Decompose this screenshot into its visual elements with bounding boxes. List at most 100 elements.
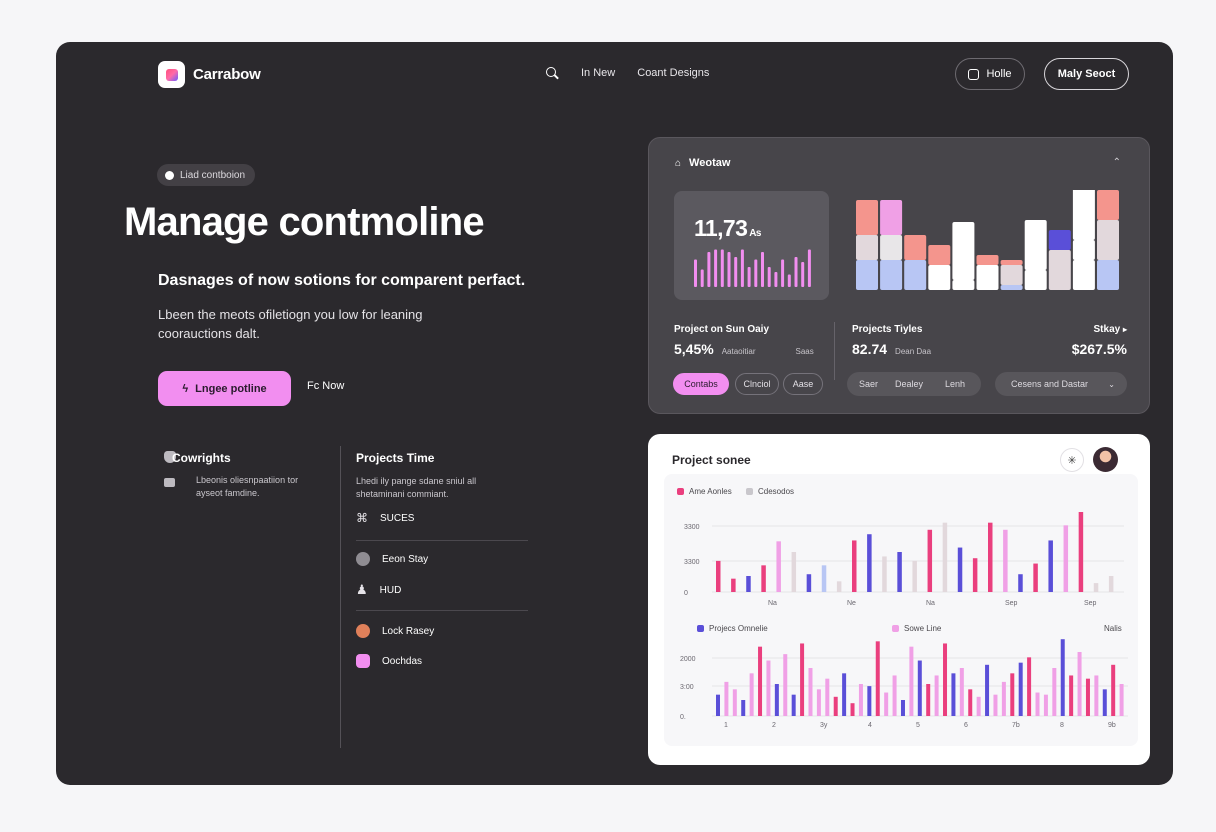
stacked-bar-segment: [952, 280, 975, 290]
primary-cta-label: Lngee potline: [195, 382, 267, 395]
stacked-bar-segment: [1000, 260, 1023, 265]
bar: [1069, 675, 1074, 716]
start-button-label: Maly Seoct: [1057, 68, 1116, 80]
chart-panel: Ame Aonles Cdesodos Projecs Omnelie Sowe…: [664, 474, 1138, 746]
bar: [912, 560, 917, 592]
section1-small: Aataoitiar: [721, 347, 756, 356]
hello-button[interactable]: Holle: [955, 58, 1025, 90]
chevron-down-icon: ⌄: [1108, 379, 1115, 389]
mini-bar: [787, 274, 791, 287]
stat-unit: As: [749, 228, 761, 239]
stacked-bar-segment: [976, 255, 999, 265]
bar: [833, 696, 838, 716]
segment-saer[interactable]: Saer: [859, 379, 879, 389]
y-tick-label: 3300: [684, 559, 700, 566]
bar: [927, 529, 933, 592]
bar: [867, 686, 872, 716]
bar: [884, 692, 889, 716]
mini-bar: [754, 259, 758, 287]
bar: [1033, 563, 1038, 592]
stacked-bar-segment: [1024, 220, 1047, 270]
stacked-bar-segment: [976, 265, 999, 290]
bar: [791, 552, 797, 592]
shield-icon: [165, 170, 174, 180]
chart-card-title: Project sonee: [672, 453, 751, 467]
legend-swatch: [892, 625, 899, 632]
list-item[interactable]: Oochdas: [356, 654, 422, 668]
list-item[interactable]: Eeon Stay: [356, 552, 428, 566]
mini-bar: [740, 249, 744, 287]
mini-bar: [774, 272, 778, 287]
search-icon[interactable]: [545, 66, 559, 80]
bar: [1094, 675, 1099, 716]
home-icon: ⌂: [675, 157, 682, 169]
segmented-control: Saer Dealey Lenh: [847, 372, 981, 396]
nav-link-new[interactable]: In New: [581, 67, 616, 79]
stacked-bar-segment: [1097, 260, 1119, 290]
nav-link-designs[interactable]: Coant Designs: [637, 67, 710, 79]
bar: [959, 668, 964, 716]
avatar[interactable]: [1093, 447, 1118, 472]
list-item[interactable]: ⌘ SUCES: [356, 511, 414, 525]
stacked-bar-segment: [1048, 250, 1071, 290]
legend-swatch: [697, 625, 704, 632]
stacked-bar-segment: [880, 235, 903, 260]
y-tick-label: 2000: [680, 656, 696, 663]
announcement-pill[interactable]: Liad contboion: [157, 164, 256, 186]
bar: [1060, 639, 1065, 716]
bar: [875, 641, 880, 716]
stacked-bar-segment: [1048, 230, 1071, 250]
stacked-bar-segment: [928, 245, 951, 265]
collapse-icon[interactable]: ⌃: [1112, 157, 1121, 168]
bar: [1085, 678, 1090, 716]
y-tick-label: 0: [684, 590, 688, 597]
people-icon: ♟: [356, 582, 368, 597]
shield-icon: [164, 451, 176, 463]
bar: [800, 643, 805, 716]
filter-dropdown[interactable]: Cesens and Dastar ⌄: [995, 372, 1127, 396]
bar: [732, 689, 737, 716]
list-item[interactable]: ♟ HUD: [356, 582, 401, 598]
mini-bar: [801, 262, 805, 287]
brand-logo[interactable]: Carrabow: [158, 61, 261, 88]
bar: [858, 684, 863, 716]
primary-cta-button[interactable]: ϟ Lngee potline: [158, 371, 291, 406]
segment-dealey[interactable]: Dealey: [895, 379, 924, 389]
section1-small2: Saas: [795, 347, 814, 356]
x-tick-label: 8: [1060, 722, 1064, 729]
stacked-bar-segment: [904, 260, 927, 290]
bar: [897, 552, 902, 592]
stacked-bar-segment: [1097, 190, 1119, 220]
bar: [985, 664, 990, 716]
bar: [716, 694, 720, 716]
stacked-bar-segment: [1072, 260, 1095, 290]
pill-label: Liad contboion: [180, 169, 246, 181]
secondary-cta-link[interactable]: Fc Now: [307, 380, 345, 392]
list-item[interactable]: Lock Rasey: [356, 624, 434, 638]
bar: [1102, 689, 1107, 716]
list-item-label: Eeon Stay: [382, 553, 429, 565]
chip-aase[interactable]: Aase: [783, 373, 823, 395]
bar: [909, 646, 914, 716]
chip-clnciol[interactable]: Clnciol: [735, 373, 779, 395]
bar: [808, 668, 813, 716]
bar: [758, 646, 763, 716]
sparkle-icon[interactable]: ✳: [1060, 448, 1084, 472]
section2-value-row: 82.74 Dean Daa: [852, 341, 931, 357]
group-icon: [356, 654, 370, 668]
bar: [850, 703, 855, 716]
bar: [1093, 583, 1099, 592]
sparkle-icon: ϟ: [182, 382, 189, 395]
stacked-bar-segment: [856, 260, 878, 290]
list-item-label: HUD: [379, 584, 402, 596]
segment-lenh[interactable]: Lenh: [945, 379, 966, 389]
x-tick-label: 4: [868, 722, 872, 729]
stacked-bar-segment: [1024, 270, 1047, 290]
mini-bar: [794, 257, 798, 287]
divider: [356, 610, 528, 611]
x-tick-label: Na: [768, 600, 777, 607]
list-item-label: Lock Rasey: [382, 625, 435, 637]
chip-contabs[interactable]: Contabs: [673, 373, 729, 395]
start-button[interactable]: Maly Seoct: [1044, 58, 1129, 90]
